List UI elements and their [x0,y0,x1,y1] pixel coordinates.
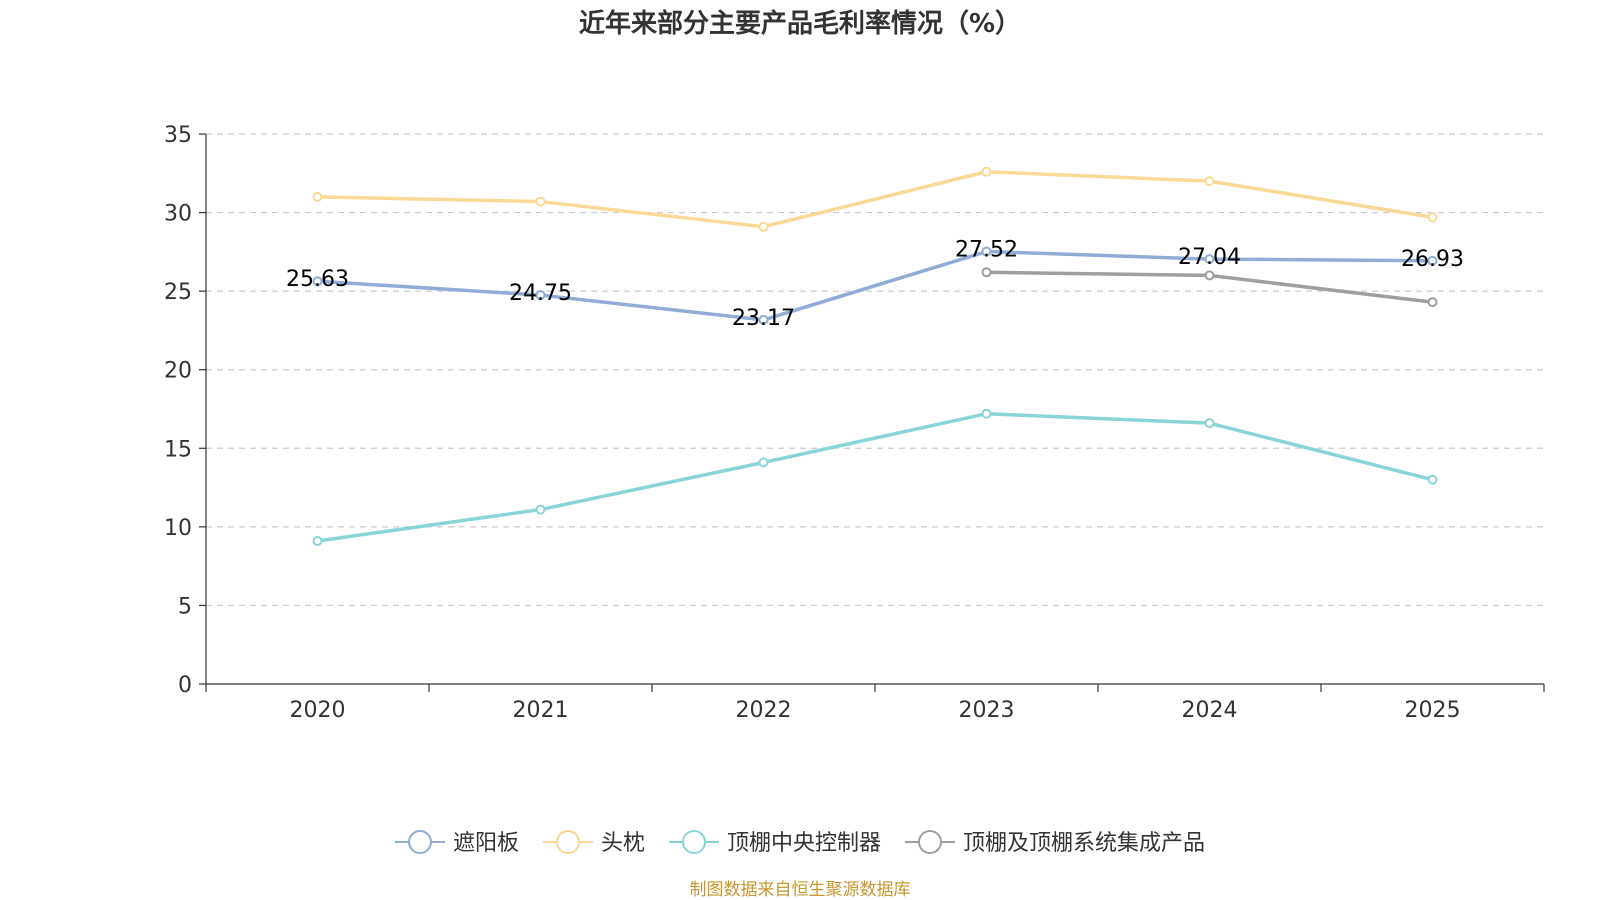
y-tick-label: 20 [164,359,192,384]
y-tick-label: 30 [164,202,192,227]
data-point[interactable] [758,314,769,325]
x-tick-label: 2025 [1405,698,1461,723]
legend-item-0[interactable]: 遮阳板 [395,830,519,856]
data-point[interactable] [1204,418,1215,429]
data-point[interactable] [312,536,323,546]
x-tick-label: 2020 [290,698,346,723]
data-label: 27.04 [1178,245,1241,270]
legend-label: 头枕 [601,831,645,856]
series-line-1 [315,169,1435,229]
data-point[interactable] [535,196,546,207]
data-point[interactable] [1427,297,1438,308]
x-tick-label: 2022 [736,698,792,723]
series-line-2 [315,411,1435,543]
data-point[interactable] [535,504,546,515]
legend-label: 顶棚中央控制器 [727,831,881,856]
data-point[interactable] [535,290,546,301]
data-point[interactable] [758,457,769,468]
y-tick-label: 35 [164,123,192,148]
data-point[interactable] [981,267,992,278]
data-label: 24.75 [509,281,572,306]
data-point[interactable] [1204,270,1215,281]
source-note: 制图数据来自恒生聚源数据库 [690,880,911,900]
y-tick-label: 25 [164,280,192,305]
legend-item-2[interactable]: 顶棚中央控制器 [669,830,881,856]
data-point[interactable] [758,221,769,232]
legend-marker [918,830,942,854]
data-point[interactable] [1427,255,1438,266]
legend-marker [682,830,706,854]
x-tick-label: 2023 [959,698,1015,723]
data-point[interactable] [1204,176,1215,187]
legend-marker [556,830,580,854]
y-tick-label: 15 [164,437,192,462]
data-point[interactable] [981,166,992,177]
data-label: 23.17 [732,306,795,331]
data-point[interactable] [1427,474,1438,485]
data-label: 26.93 [1401,247,1464,272]
y-tick-label: 10 [164,516,192,541]
y-tick-label: 5 [178,594,192,619]
data-point[interactable] [1427,212,1438,223]
legend-item-1[interactable]: 头枕 [543,830,645,856]
chart-title: 近年来部分主要产品毛利率情况（%） [579,8,1021,39]
y-tick-label: 0 [178,673,192,698]
data-label: 27.52 [955,238,1018,263]
data-label: 25.63 [286,267,349,292]
legend-label: 遮阳板 [453,831,519,856]
legend-label: 顶棚及顶棚系统集成产品 [963,831,1205,856]
data-point[interactable] [1204,254,1215,265]
data-point[interactable] [981,408,992,419]
legend-item-3[interactable]: 顶棚及顶棚系统集成产品 [905,830,1205,856]
data-point[interactable] [312,276,323,287]
series-line-0 [315,249,1435,322]
x-tick-label: 2024 [1182,698,1238,723]
legend-marker [408,830,432,854]
data-point[interactable] [981,246,992,257]
x-tick-label: 2021 [513,698,569,723]
data-point[interactable] [312,191,323,202]
